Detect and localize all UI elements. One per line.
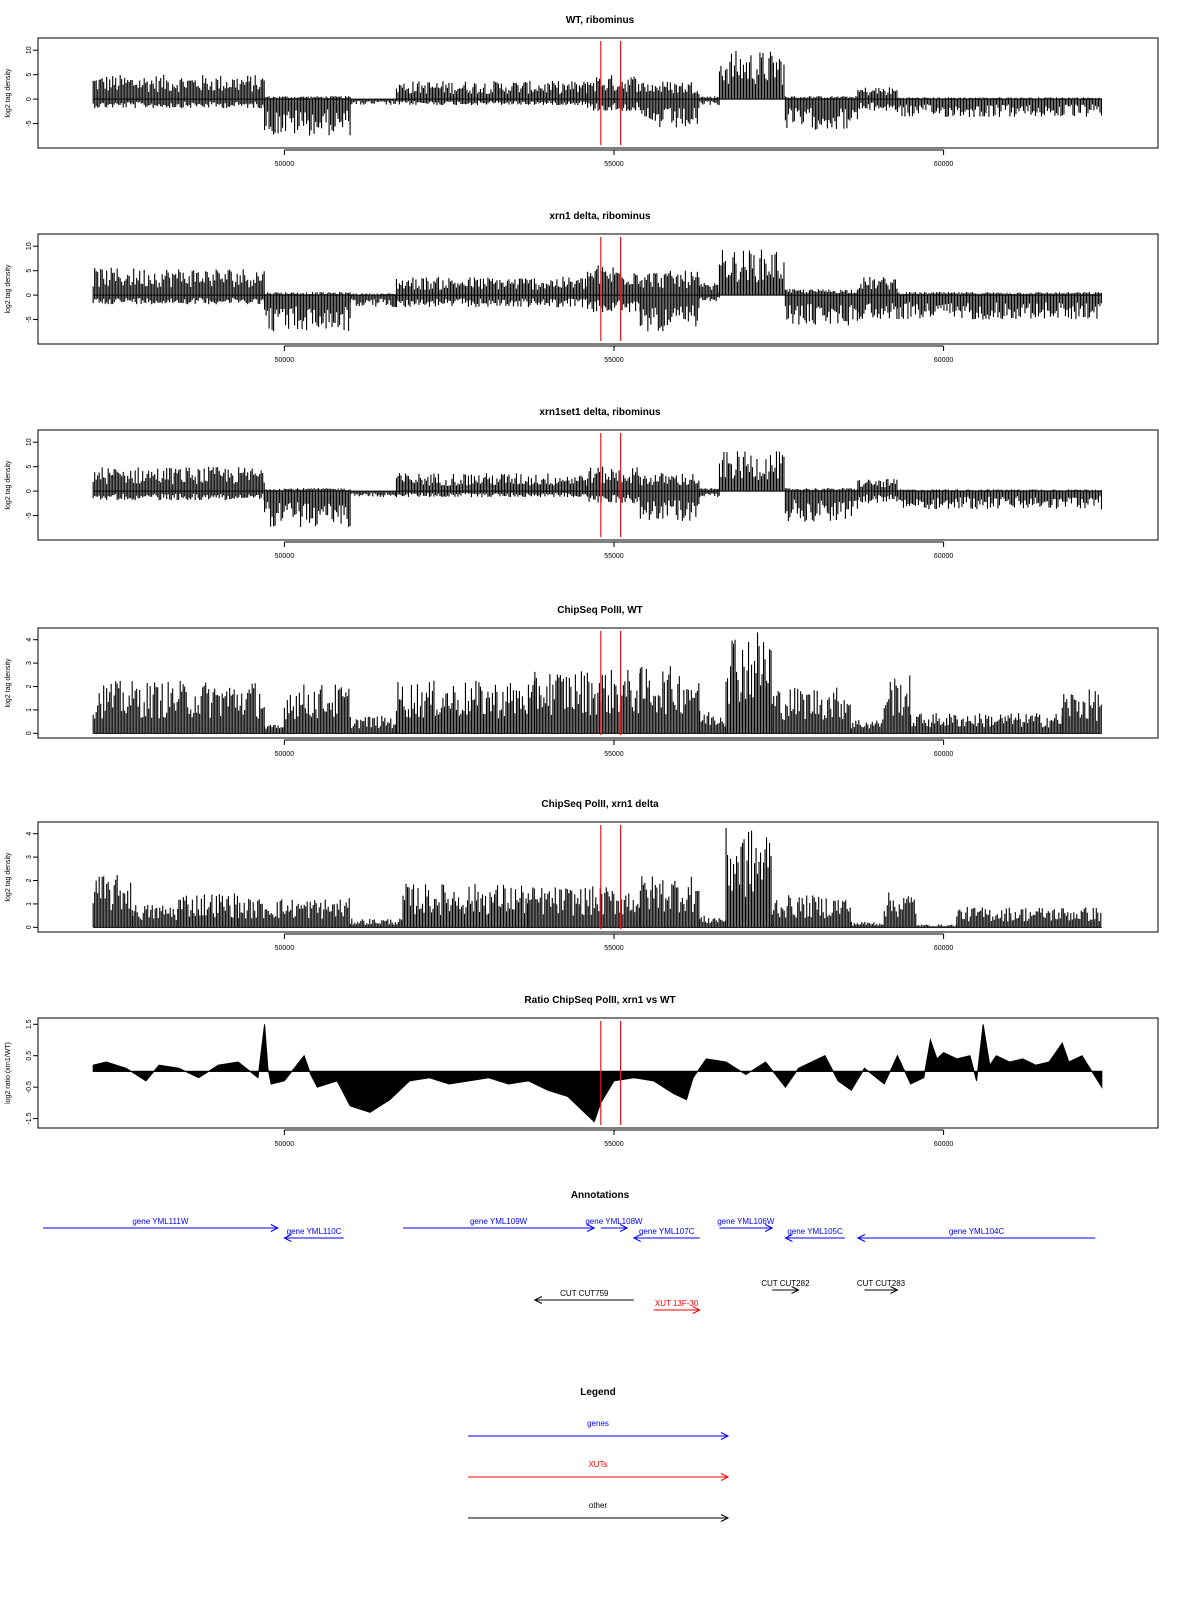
panel-title: ChipSeq PolII, xrn1 delta	[541, 799, 659, 810]
panel-0: WT, ribominus -5 0 5 10 log2 tag density 50000…	[5, 15, 1159, 168]
plot-area	[92, 433, 1103, 537]
panel-title: xrn1set1 delta, ribominus	[539, 407, 661, 418]
y-axis-label: log2 tag density	[5, 852, 12, 902]
y-tick-label: 0	[26, 489, 33, 493]
y-tick-label: -5	[26, 512, 33, 518]
y-axis-label: log2 tag density	[5, 460, 12, 510]
y-axis-label: log2 tag density	[5, 68, 12, 118]
y-tick-label: 5	[26, 269, 33, 273]
y-tick-label: 1	[26, 902, 33, 906]
plot-area	[92, 825, 1102, 929]
x-tick-label: 50000	[275, 161, 295, 168]
x-tick-label: 50000	[275, 945, 295, 952]
x-tick-label: 60000	[934, 161, 954, 168]
panel-2: xrn1set1 delta, ribominus -5 0 5 10 log2 tag …	[5, 407, 1159, 560]
y-tick-label: 0	[26, 925, 33, 929]
x-tick-label: 55000	[604, 161, 624, 168]
panel-title: ChipSeq PolII, WT	[557, 605, 643, 616]
x-tick-label: 55000	[604, 751, 624, 758]
plot-area	[92, 631, 1102, 735]
y-tick-label: -5	[26, 120, 33, 126]
y-axis-label: log2 tag density	[5, 264, 12, 314]
panel-3: ChipSeq PolII, WT 0 1 2 3 4 log2 tag density 50…	[5, 605, 1159, 758]
x-tick-label: 55000	[604, 945, 624, 952]
y-tick-label: 4	[26, 832, 33, 836]
y-tick-label: 10	[26, 242, 33, 250]
plot-area	[92, 237, 1103, 341]
panel-title: WT, ribominus	[566, 15, 635, 26]
y-tick-label: 0	[26, 97, 33, 101]
y-tick-label: 1	[26, 708, 33, 712]
y-tick-label: 2	[26, 684, 33, 688]
panel-title: xrn1 delta, ribominus	[549, 211, 651, 222]
y-tick-label: 3	[26, 661, 33, 665]
x-tick-label: 60000	[934, 357, 954, 364]
y-tick-label: 0	[26, 293, 33, 297]
panel-4: ChipSeq PolII, xrn1 delta 0 1 2 3 4 log2 tag d…	[5, 799, 1159, 952]
y-tick-label: 3	[26, 855, 33, 859]
x-tick-label: 50000	[275, 553, 295, 560]
y-tick-label: 10	[26, 438, 33, 446]
y-tick-label: 4	[26, 638, 33, 642]
x-tick-label: 55000	[604, 553, 624, 560]
y-tick-label: 10	[26, 46, 33, 54]
x-tick-label: 50000	[275, 357, 295, 364]
x-tick-label: 55000	[604, 357, 624, 364]
plot-area	[92, 41, 1103, 145]
y-tick-label: 5	[26, 465, 33, 469]
x-tick-label: 60000	[934, 553, 954, 560]
panel-1: xrn1 delta, ribominus -5 0 5 10 log2 tag dens…	[5, 211, 1159, 364]
y-tick-label: -5	[26, 316, 33, 322]
x-tick-label: 60000	[934, 945, 954, 952]
x-tick-label: 50000	[275, 751, 295, 758]
y-tick-label: 2	[26, 878, 33, 882]
x-tick-label: 60000	[934, 751, 954, 758]
y-axis-label: log2 tag density	[5, 658, 12, 708]
y-tick-label: 0	[26, 731, 33, 735]
y-tick-label: 5	[26, 73, 33, 77]
